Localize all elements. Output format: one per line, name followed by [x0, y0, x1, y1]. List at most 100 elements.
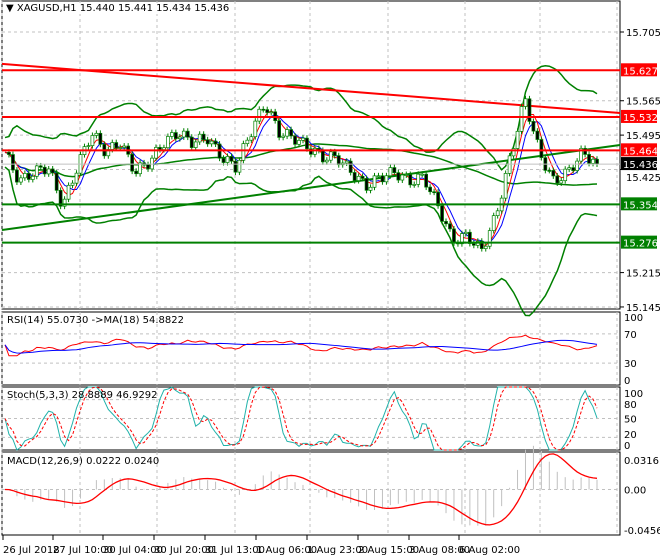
rsi-tick: 0: [624, 376, 630, 387]
candle-body: [595, 158, 599, 165]
candle-body: [26, 173, 31, 180]
candle-body: [384, 175, 389, 183]
candle-body: [460, 233, 464, 245]
candle-body: [555, 175, 560, 184]
candle-body: [376, 175, 381, 178]
rsi-ma-line: [4, 339, 598, 354]
current-price-tag: [621, 157, 657, 171]
level-tag: [621, 143, 657, 157]
candle-body: [86, 145, 91, 147]
candle-body: [551, 170, 556, 177]
candle-body: [571, 167, 576, 171]
stoch-tick: 100: [624, 389, 643, 400]
candle-body: [233, 160, 238, 173]
candle-body: [519, 106, 524, 132]
candle-body: [34, 165, 39, 177]
candle-body: [412, 184, 417, 186]
macd-label: MACD(12,26,9) 0.0222 0.0240: [7, 456, 160, 467]
price-tick: 15.565: [626, 97, 660, 108]
price-tick: 15.705: [626, 28, 660, 39]
price-tick: 15.425: [626, 173, 660, 184]
candle-body: [70, 182, 75, 186]
candle-body: [583, 148, 587, 155]
stoch-tick: 0: [624, 441, 630, 452]
candle-body: [579, 148, 583, 162]
candle-body: [110, 142, 115, 150]
stoch-tick: 80: [624, 400, 637, 411]
candle-body: [321, 150, 325, 163]
candle-body: [539, 139, 544, 158]
candle-body: [281, 135, 285, 138]
candle-body: [209, 140, 214, 145]
ohlc-values: 15.440 15.441 15.434 15.436: [79, 3, 230, 14]
candle-body: [189, 136, 194, 148]
time-label: 27 Jul 10:00: [53, 545, 113, 556]
candle-body: [420, 173, 425, 176]
time-label: 31 Jul 13:00: [205, 545, 265, 556]
candle-body: [352, 172, 357, 181]
time-label: 1 Aug 23:00: [307, 545, 368, 556]
candle-body: [229, 156, 234, 162]
candle-body: [364, 178, 369, 191]
price-tick: 15.145: [626, 303, 660, 314]
time-label: 2 Aug 15:00: [358, 545, 419, 556]
candle-body: [523, 98, 528, 107]
trend-line-green: [1, 144, 621, 231]
candle-body: [448, 223, 452, 230]
candle-body: [464, 231, 468, 234]
candle-body: [277, 120, 281, 138]
level-label: 15.532: [623, 113, 658, 124]
ma-blue: [4, 113, 598, 244]
candle-body: [98, 132, 103, 145]
candle-body: [348, 160, 353, 173]
candle-body: [527, 98, 532, 122]
level-label: 15.354: [623, 200, 658, 211]
candle-body: [332, 151, 337, 156]
candle-body: [185, 130, 190, 138]
candle-body: [237, 159, 242, 173]
candle-body: [559, 180, 564, 184]
candle-body: [297, 139, 301, 145]
candle-body: [440, 205, 444, 222]
level-label: 15.276: [623, 239, 658, 250]
candle-body: [495, 210, 500, 216]
candle-body: [428, 186, 432, 193]
level-label: 15.464: [623, 146, 658, 157]
candle-body: [483, 245, 488, 249]
candle-body: [356, 175, 361, 181]
candle-body: [289, 129, 293, 137]
candle-body: [400, 174, 405, 181]
candle-body: [285, 129, 289, 137]
candle-body: [535, 130, 540, 140]
candle-body: [181, 130, 186, 138]
rsi-label: RSI(14) 55.0730 ->MA(18) 54.8822: [7, 315, 184, 326]
candle-body: [225, 156, 230, 163]
stoch-tick: 50: [624, 415, 637, 426]
stoch-main-line: [4, 386, 598, 451]
level-tag: [621, 197, 657, 211]
candle-body: [7, 151, 11, 155]
candle-body: [380, 175, 385, 183]
candle-body: [62, 198, 67, 207]
stoch-signal-line: [4, 386, 598, 451]
candle-body: [74, 172, 79, 184]
candle-body: [261, 108, 266, 111]
candle-body: [130, 153, 134, 172]
candle-body: [515, 130, 520, 149]
stoch-label: Stoch(5,3,3) 28.8889 46.9292: [7, 390, 158, 401]
candle-body: [575, 160, 579, 171]
candle-body: [408, 174, 413, 186]
candle-body: [309, 148, 313, 155]
candle-body: [511, 148, 516, 157]
level-tag: [621, 63, 657, 77]
current-price-label: 15.436: [623, 160, 658, 171]
candle-body: [241, 143, 246, 161]
dropdown-icon[interactable]: ▼: [6, 3, 14, 14]
time-label: 1 Aug 06:00: [256, 545, 317, 556]
candle-body: [205, 139, 210, 145]
candle-body: [197, 133, 202, 143]
candle-body: [114, 142, 119, 149]
rsi-tick: 100: [624, 313, 643, 324]
